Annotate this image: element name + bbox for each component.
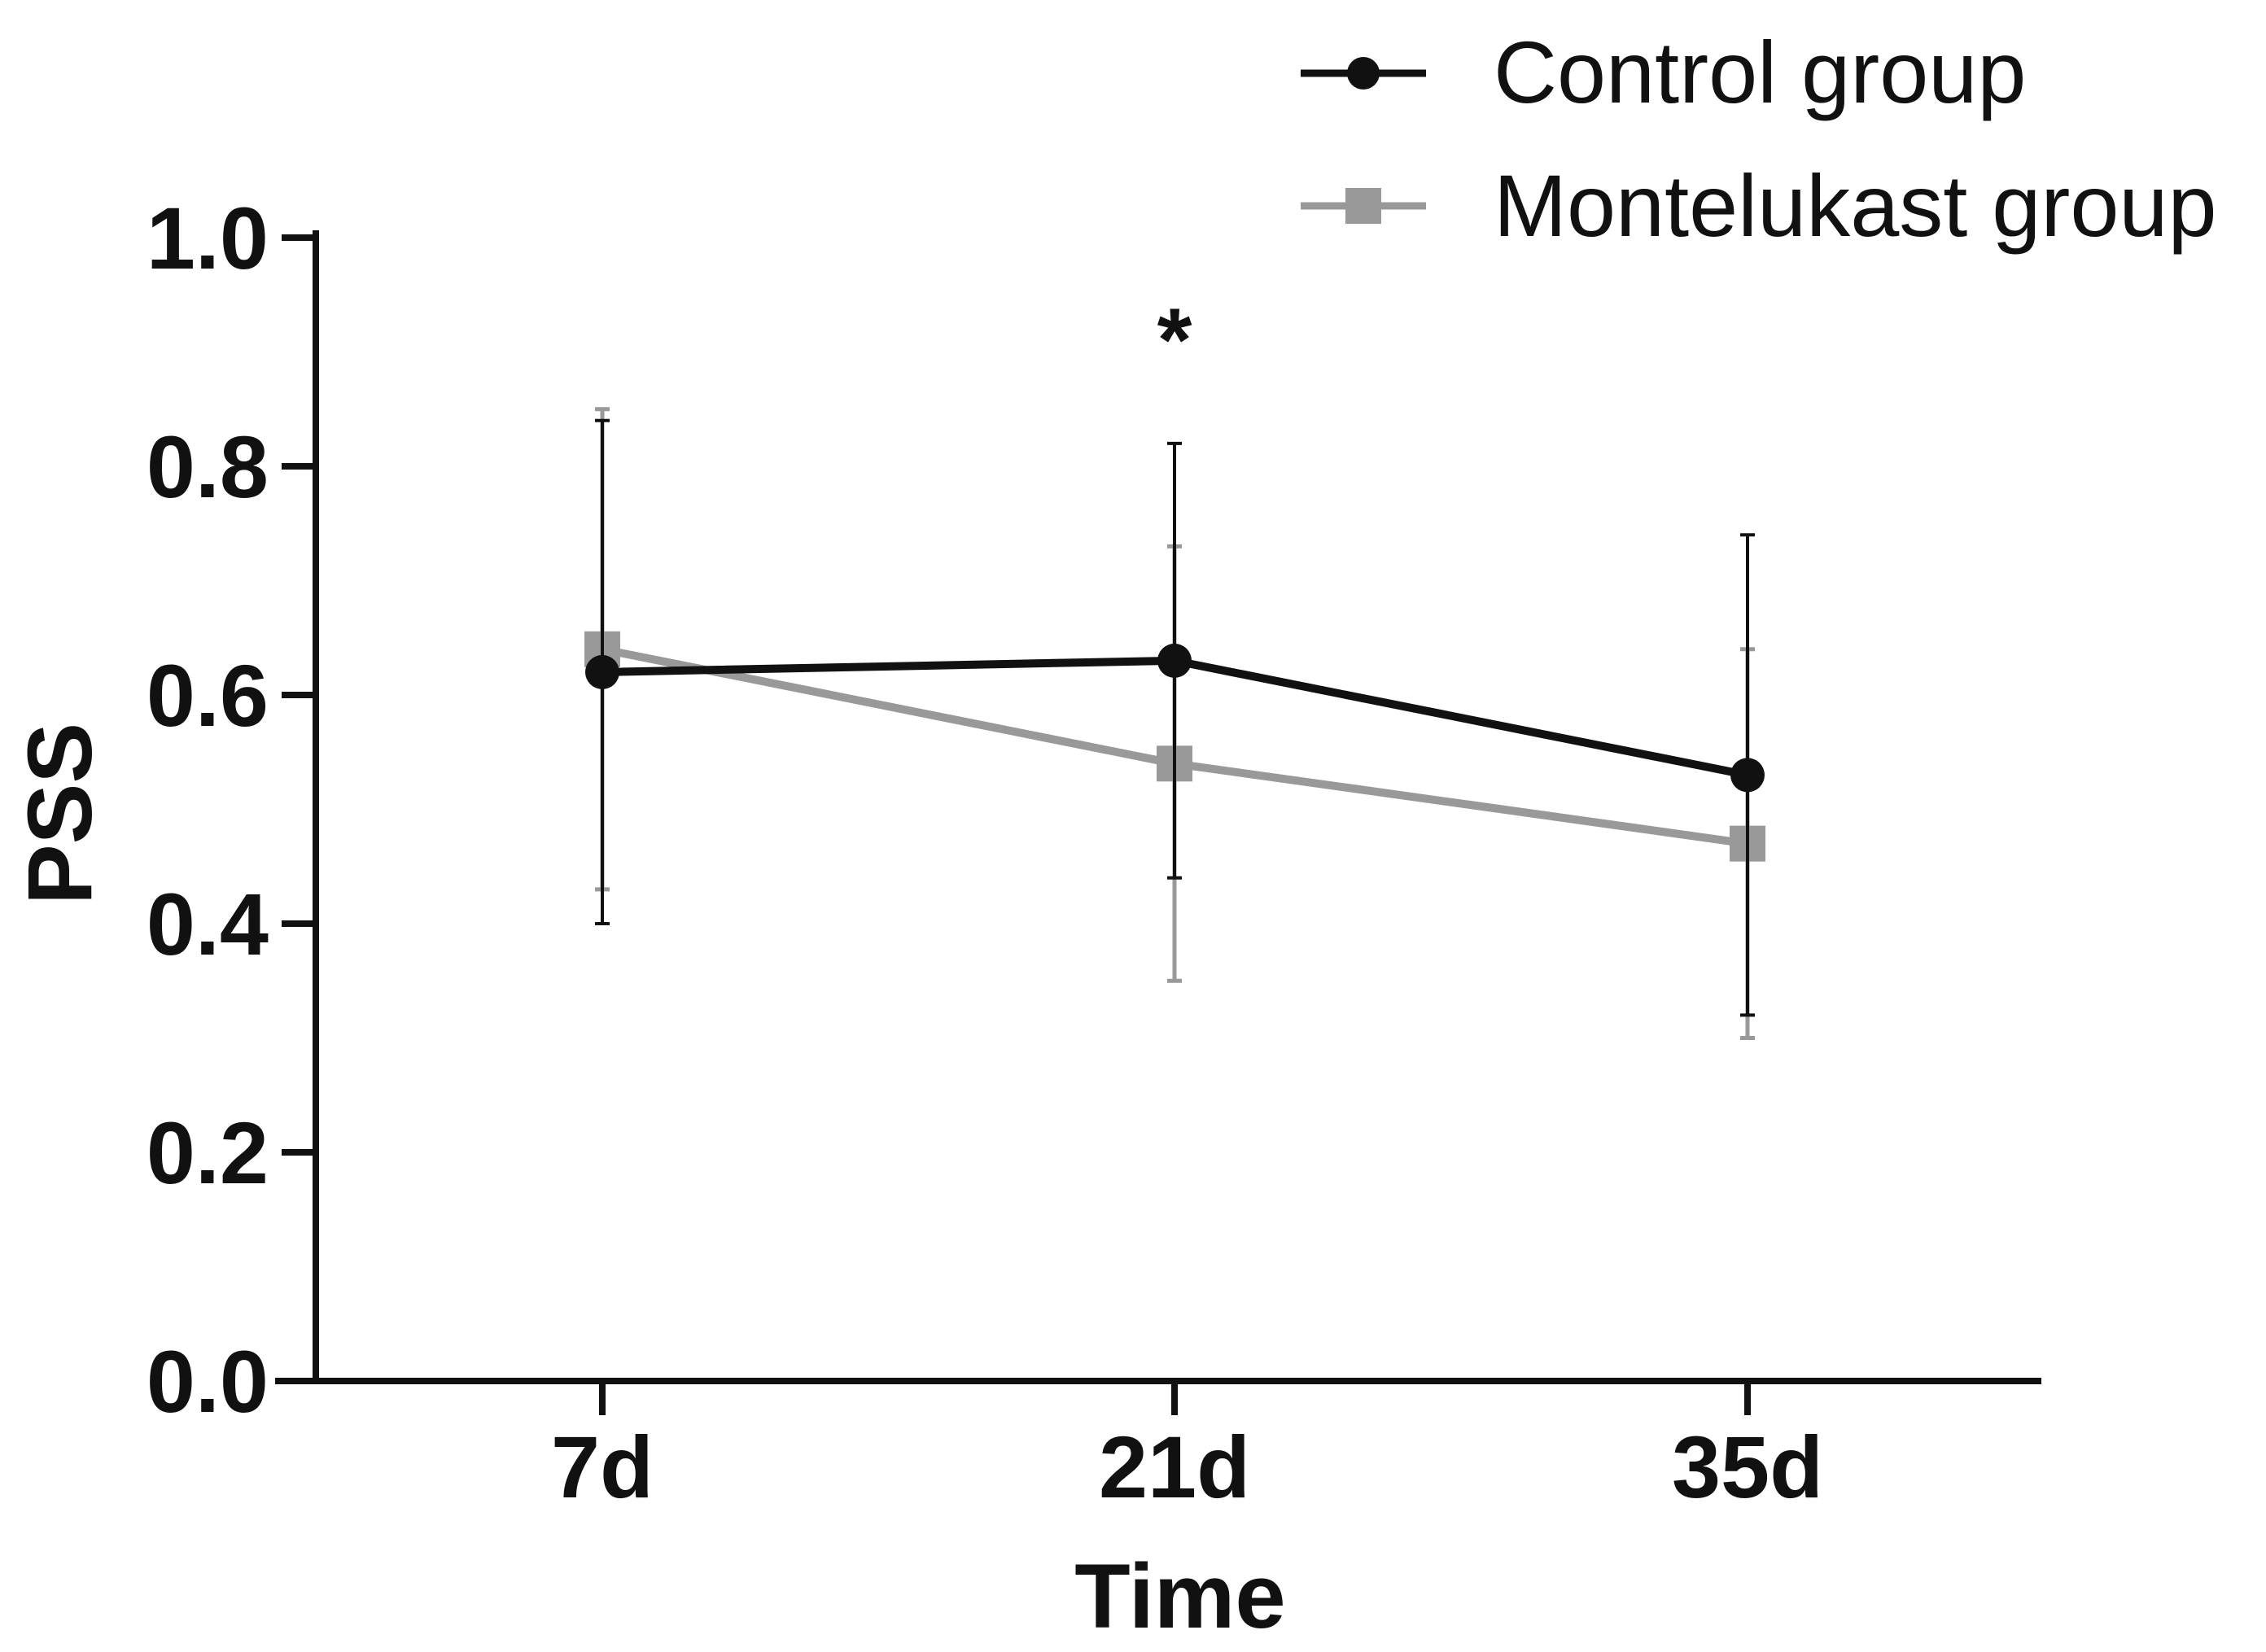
y-tick-label: 0.8 (147, 417, 269, 516)
legend-marker-control (1347, 57, 1380, 90)
x-tick-label: 21d (1099, 1418, 1250, 1516)
y-tick-label: 0.6 (147, 646, 269, 745)
y-tick-label: 0.2 (147, 1104, 269, 1202)
x-tick-label: 35d (1672, 1418, 1823, 1516)
x-axis-title: Time (1074, 1545, 1285, 1647)
significance-marker: * (1157, 290, 1192, 390)
data-point-control (585, 654, 619, 689)
legend-label-montelukast: Montelukast group (1494, 156, 2217, 255)
legend-item-control: Control group (1301, 23, 2026, 121)
y-tick-label: 0.0 (147, 1332, 269, 1431)
y-tick-label: 0.4 (147, 875, 269, 973)
data-point-control (1157, 643, 1192, 678)
legend-marker-montelukast (1345, 188, 1381, 224)
y-tick-label: 1.0 (147, 189, 269, 287)
x-tick-label: 7d (551, 1418, 654, 1516)
data-point-control (1730, 758, 1765, 793)
y-axis-title: PSS (9, 723, 111, 905)
series-control (585, 418, 1765, 1017)
legend-label-control: Control group (1494, 23, 2026, 121)
legend-item-montelukast: Montelukast group (1301, 156, 2217, 255)
axes-layer: 0.0 0.2 0.4 0.6 0.8 1.0 7d 21d 35d (147, 189, 2041, 1516)
legend: Control group Montelukast group (1301, 23, 2217, 255)
series-layer: * (584, 290, 1765, 1040)
